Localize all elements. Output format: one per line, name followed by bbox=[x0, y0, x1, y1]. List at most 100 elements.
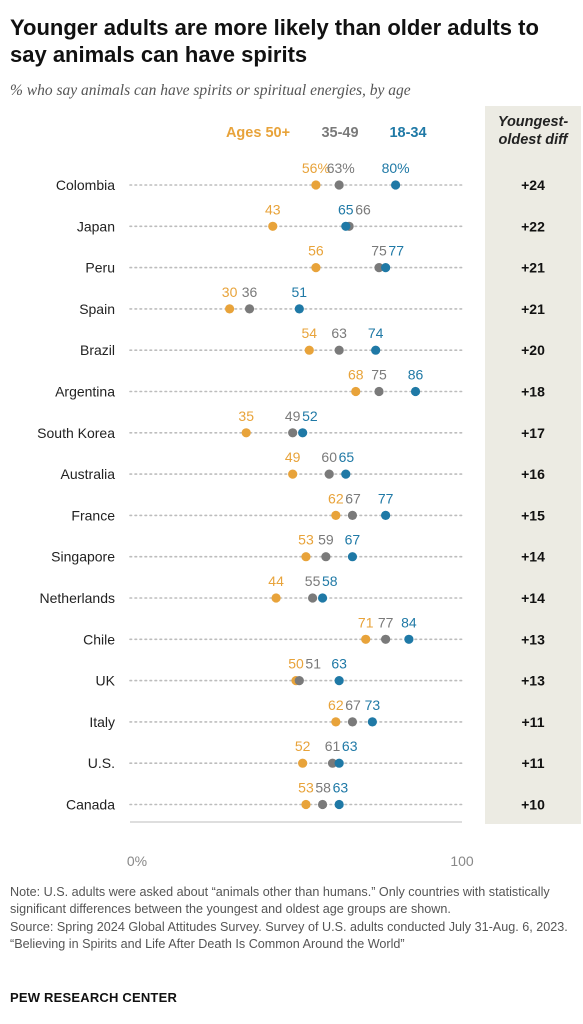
country-label: South Korea bbox=[37, 425, 115, 441]
value-label-middle: 51 bbox=[305, 656, 321, 672]
value-label-middle: 67 bbox=[345, 490, 361, 506]
dot-younger bbox=[298, 428, 308, 438]
value-label-younger: 63 bbox=[342, 738, 358, 754]
country-label: Canada bbox=[66, 797, 115, 813]
dot-older bbox=[301, 799, 311, 810]
dot-middle bbox=[317, 799, 328, 810]
dot-middle bbox=[381, 634, 391, 644]
country-label: Argentina bbox=[55, 384, 115, 400]
dot-older bbox=[301, 552, 311, 562]
diff-value: +17 bbox=[521, 425, 545, 441]
value-label-younger: 73 bbox=[365, 697, 381, 713]
country-label: Colombia bbox=[56, 177, 115, 193]
dot-older bbox=[361, 634, 371, 644]
diff-value: +10 bbox=[521, 797, 545, 813]
legend-younger: 18-34 bbox=[389, 125, 426, 141]
value-label-younger: 80% bbox=[382, 160, 410, 176]
chart-subtitle: % who say animals can have spirits or sp… bbox=[10, 82, 411, 99]
dot-older bbox=[351, 386, 361, 397]
value-label-older: 56% bbox=[302, 160, 330, 176]
value-label-older: 71 bbox=[358, 614, 374, 630]
country-label: France bbox=[71, 507, 115, 523]
value-label-older: 52 bbox=[295, 738, 311, 754]
country-label: Peru bbox=[85, 260, 115, 276]
value-label-older: 30 bbox=[222, 284, 238, 300]
dot-younger bbox=[341, 221, 351, 231]
legend-middle: 35-49 bbox=[321, 125, 358, 141]
diff-value: +15 bbox=[521, 507, 545, 523]
dot-younger bbox=[334, 676, 344, 686]
country-label: Japan bbox=[77, 218, 115, 234]
diff-value: +20 bbox=[521, 342, 545, 358]
dot-middle bbox=[374, 263, 384, 273]
dot-younger bbox=[334, 758, 344, 768]
dot-younger bbox=[317, 593, 328, 603]
diff-value: +21 bbox=[521, 301, 545, 317]
dot-younger bbox=[410, 386, 421, 397]
country-label: Singapore bbox=[51, 549, 115, 565]
diff-column-header: Youngest-oldest diff bbox=[497, 114, 569, 148]
dot-middle bbox=[244, 304, 255, 314]
dot-middle bbox=[374, 386, 384, 397]
value-label-younger: 63 bbox=[331, 656, 347, 672]
dot-older bbox=[304, 345, 314, 355]
country-label: Brazil bbox=[80, 342, 115, 358]
dot-older bbox=[288, 469, 298, 479]
country-label: Netherlands bbox=[40, 590, 116, 606]
dot-younger bbox=[334, 799, 344, 810]
value-label-middle: 67 bbox=[345, 697, 361, 713]
dot-middle bbox=[334, 345, 344, 355]
dot-older bbox=[271, 593, 281, 603]
dot-older bbox=[268, 221, 278, 231]
report-title: “Believing in Spirits and Life After Dea… bbox=[10, 937, 405, 952]
dot-middle bbox=[347, 717, 358, 727]
value-label-older: 50 bbox=[288, 656, 304, 672]
value-label-older: 35 bbox=[238, 408, 254, 424]
value-label-middle: 36 bbox=[242, 284, 258, 300]
x-tick-0: 0% bbox=[127, 853, 147, 869]
dot-older bbox=[298, 758, 308, 768]
value-label-middle: 66 bbox=[355, 201, 371, 217]
value-label-younger: 52 bbox=[302, 408, 318, 424]
dot-plot: Ages 50+ 35-49 18-34 Colombia 56%63% 80% +24 Ja… bbox=[37, 125, 545, 869]
value-label-younger: 67 bbox=[345, 532, 361, 548]
value-label-older: 49 bbox=[285, 449, 301, 465]
source-text: Source: Spring 2024 Global Attitudes Sur… bbox=[10, 919, 568, 934]
diff-value: +13 bbox=[521, 631, 545, 647]
value-label-middle: 60 bbox=[321, 449, 337, 465]
dot-middle bbox=[327, 758, 338, 768]
value-label-older: 54 bbox=[301, 325, 317, 341]
dot-younger bbox=[294, 304, 304, 314]
dot-younger bbox=[341, 469, 351, 479]
diff-value: +16 bbox=[521, 466, 545, 482]
dot-middle bbox=[321, 552, 331, 562]
dot-older bbox=[311, 180, 321, 190]
value-label-middle: 59 bbox=[318, 532, 334, 548]
dot-older bbox=[331, 717, 341, 727]
value-label-older: 53 bbox=[298, 780, 314, 796]
value-label-middle: 55 bbox=[305, 573, 321, 589]
diff-value: +14 bbox=[521, 590, 545, 606]
x-tick-100: 100 bbox=[450, 853, 474, 869]
dot-younger bbox=[381, 510, 391, 520]
value-label-older: 68 bbox=[348, 367, 364, 383]
country-label: Chile bbox=[83, 631, 115, 647]
diff-value: +24 bbox=[521, 177, 545, 193]
diff-value: +13 bbox=[521, 673, 545, 689]
value-label-middle: 75 bbox=[371, 367, 387, 383]
country-label: Spain bbox=[79, 301, 115, 317]
diff-value: +14 bbox=[521, 549, 545, 565]
country-label: Australia bbox=[61, 466, 116, 482]
chart-notes: Note: U.S. adults were asked about “anim… bbox=[10, 884, 575, 954]
value-label-middle: 63 bbox=[331, 325, 347, 341]
value-label-middle: 75 bbox=[371, 243, 387, 259]
value-label-older: 62 bbox=[328, 697, 344, 713]
value-label-younger: 77 bbox=[388, 243, 404, 259]
chart-title: Younger adults are more likely than olde… bbox=[10, 15, 539, 67]
dot-older bbox=[311, 263, 321, 273]
dot-middle bbox=[288, 428, 298, 438]
value-label-younger: 51 bbox=[292, 284, 308, 300]
value-label-older: 53 bbox=[298, 532, 314, 548]
value-label-younger: 65 bbox=[338, 201, 354, 217]
country-label: UK bbox=[96, 673, 116, 689]
